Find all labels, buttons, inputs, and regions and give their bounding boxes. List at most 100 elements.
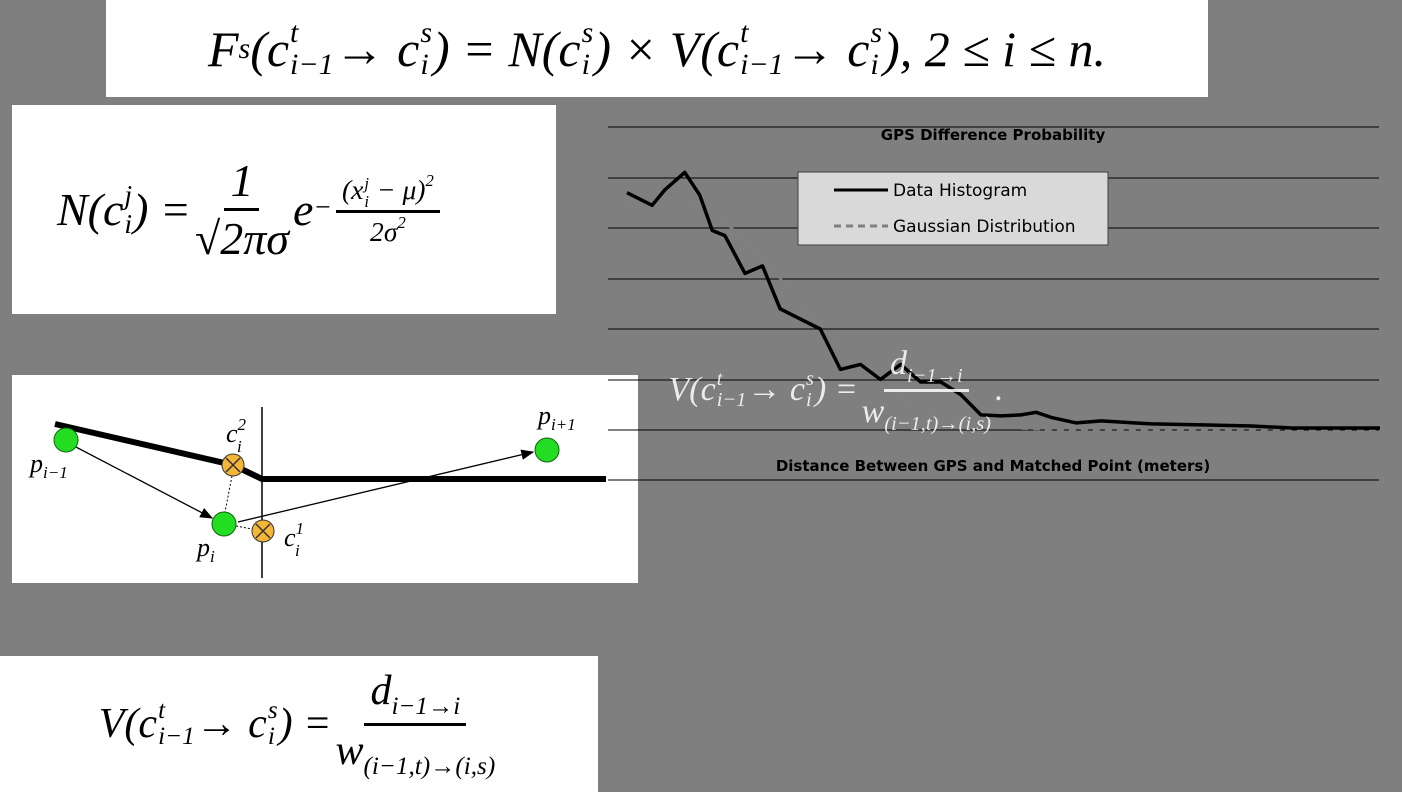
- subscript: s: [239, 32, 251, 66]
- subscript: i−1: [290, 47, 334, 81]
- formula-box: [0, 656, 598, 792]
- math-text: s: [870, 16, 883, 49]
- legend-box: [797, 171, 1109, 246]
- math-text: → c: [195, 701, 267, 747]
- fraction: 1 √2πσ: [195, 153, 289, 266]
- scripts: t i−1: [740, 17, 784, 80]
- math-text: i−1: [716, 389, 747, 411]
- superscript: s: [420, 17, 432, 49]
- superscript: t: [290, 17, 334, 49]
- math-text: i−1: [290, 47, 334, 81]
- label-sub: i+1: [551, 415, 576, 434]
- label-base: c: [226, 419, 238, 448]
- math-text: e: [292, 184, 314, 235]
- subscript: i−1→i: [391, 693, 460, 720]
- superscript: s: [582, 17, 594, 49]
- math-text: 2: [425, 170, 434, 190]
- formula: V(c t i−1 → c s i) = di−1→i w(i−1,t)→(i,s): [0, 656, 598, 792]
- denominator: w(i−1,t)→(i,s): [335, 726, 495, 782]
- numerator: di−1→i: [883, 344, 969, 392]
- formula-box: [12, 105, 556, 314]
- math-text: − μ): [370, 173, 426, 205]
- math-text: .: [994, 371, 1004, 408]
- chart: GPS Difference Probability Distance Betw…: [608, 126, 1380, 481]
- scripts: t i−1: [158, 696, 195, 751]
- subscript: i: [581, 47, 594, 81]
- point-label: pi+1: [536, 401, 576, 434]
- math-text: s: [238, 31, 251, 65]
- math-text: → c: [334, 20, 420, 77]
- subscript: i: [420, 47, 432, 81]
- math-text: t: [740, 16, 749, 49]
- denominator: 2σ2: [370, 213, 406, 248]
- series-line: [626, 196, 1380, 432]
- legend: Data Histogram Gaussian Distribution: [797, 171, 1109, 246]
- arrow: [73, 445, 214, 519]
- formula: N(c j i) = 1 √2πσ e − (x j i − μ)2 2σ2: [12, 105, 556, 314]
- point-label: pi−1: [28, 449, 68, 482]
- math-text: i: [420, 47, 429, 81]
- math-text: j: [364, 174, 370, 194]
- subscript: i: [124, 207, 133, 239]
- label-sup: 2: [238, 415, 247, 434]
- projection: [235, 525, 253, 530]
- math-text: i: [805, 389, 812, 411]
- arrow: [237, 449, 535, 523]
- label-sub: i: [237, 437, 242, 456]
- subscript: i: [364, 192, 369, 210]
- math-text: 1: [230, 154, 254, 206]
- legend-label: Gaussian Distribution: [893, 217, 1076, 237]
- math-text: w: [861, 392, 885, 430]
- math-text: t: [290, 16, 299, 49]
- math-text: s: [805, 367, 814, 390]
- math-text: w: [335, 727, 364, 774]
- denominator: √2πσ: [195, 211, 289, 266]
- math-text: i−1→i: [391, 693, 461, 721]
- subscript: i−1: [740, 48, 784, 81]
- superscript: 2: [397, 213, 405, 232]
- math-text: F: [207, 20, 239, 77]
- math-text: ), 2 ≤ i ≤ n.: [883, 20, 1107, 77]
- point-label: c2 i: [226, 415, 247, 456]
- math-text: i: [267, 723, 275, 750]
- formula-box: [106, 0, 1208, 97]
- math-text: t: [158, 696, 166, 724]
- superscript: s: [267, 696, 278, 724]
- subscript: (i−1,t)→(i,s): [363, 753, 495, 780]
- fraction: di−1→i w(i−1,t)→(i,s): [862, 344, 991, 436]
- candidate-point: [221, 453, 245, 477]
- superscript: t: [740, 17, 784, 49]
- math-text: j: [124, 178, 133, 210]
- label-sub: i: [210, 547, 215, 566]
- math-text: 2σ: [370, 216, 398, 248]
- math-text: i: [124, 207, 133, 239]
- numerator: 1: [224, 153, 260, 211]
- math-text: (c: [250, 20, 290, 77]
- subscript: i: [870, 48, 882, 81]
- series-line: [626, 170, 1380, 430]
- scripts: t i−1: [716, 367, 747, 412]
- superscript: s: [805, 367, 814, 390]
- superscript: − (x j i − μ)2 2σ2: [313, 171, 443, 249]
- math-text: t: [716, 367, 723, 390]
- superscript: j: [364, 175, 369, 192]
- math-text: → c: [784, 20, 870, 77]
- label-base: p: [536, 401, 551, 430]
- math-text: i: [581, 47, 590, 81]
- superscript: t: [158, 696, 195, 724]
- math-text: √2πσ: [194, 213, 289, 264]
- math-text: ) =: [278, 701, 332, 747]
- math-text: (i−1,t)→(i,s): [363, 752, 496, 780]
- math-text: i−1→i: [906, 365, 963, 388]
- label-base: p: [28, 449, 43, 478]
- gps-point: [53, 427, 79, 453]
- subscript: i−1: [158, 723, 195, 750]
- math-text: s: [267, 696, 278, 724]
- subscript: (i−1,t)→(i,s): [884, 413, 991, 435]
